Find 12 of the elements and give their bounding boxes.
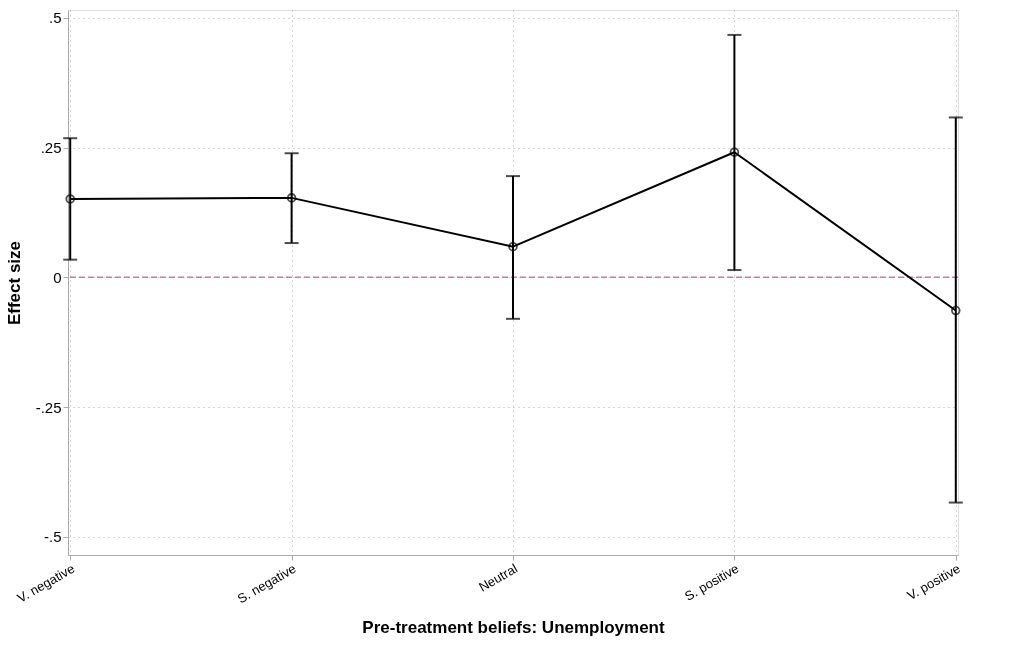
y-tick-label: -.5: [43, 528, 62, 546]
point: [286, 193, 297, 203]
point: [65, 194, 75, 204]
y-tick-label: 0: [53, 268, 62, 286]
y-tick-label: -.25: [35, 398, 62, 416]
y-tick-label: .25: [40, 139, 62, 157]
point: [951, 305, 961, 316]
point: [729, 147, 740, 157]
y-tick-label: .5: [48, 9, 62, 27]
x-axis-title: Pre-treatment beliefs: Unemployment: [362, 618, 665, 638]
y-axis-title: Effect size: [4, 240, 24, 326]
point: [508, 241, 518, 252]
